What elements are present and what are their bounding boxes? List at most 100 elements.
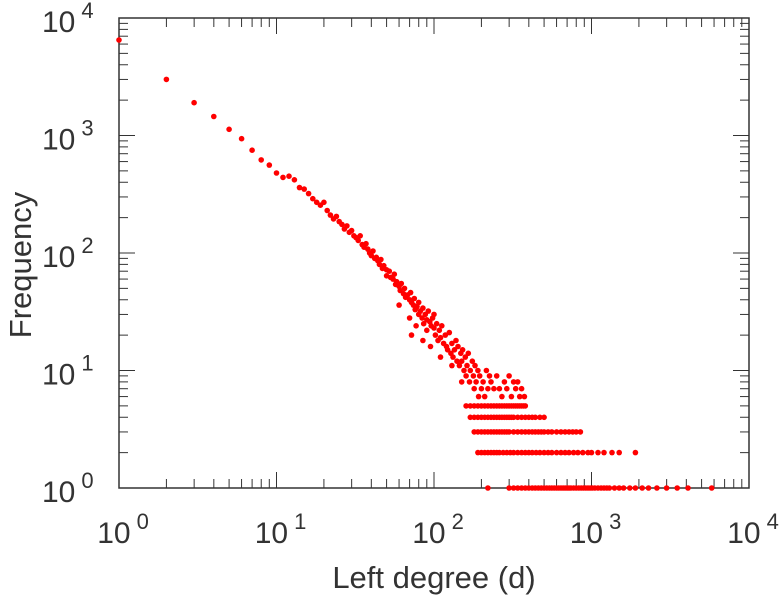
data-point: [575, 449, 581, 456]
data-point: [461, 367, 467, 374]
data-point: [407, 289, 414, 296]
data-point: [476, 373, 483, 379]
data-point: [620, 485, 627, 491]
data-point: [573, 429, 579, 435]
data-point: [454, 358, 460, 365]
data-point: [627, 485, 633, 491]
data-point: [475, 393, 482, 400]
data-point: [493, 373, 500, 379]
data-point: [562, 429, 568, 435]
data-point: [116, 37, 122, 43]
data-point: [553, 429, 560, 435]
x-tick-label-exponent: 4: [767, 509, 779, 534]
data-point: [537, 414, 543, 421]
data-point: [449, 362, 455, 369]
data-point: [310, 195, 316, 202]
data-point: [506, 429, 512, 435]
data-point: [427, 343, 434, 350]
data-point: [508, 393, 515, 400]
plot-frame: [118, 17, 750, 489]
data-point: [348, 227, 355, 234]
data-point: [436, 327, 443, 334]
data-point: [396, 302, 402, 308]
y-tick-label-exponent: 4: [81, 0, 93, 23]
y-tick-label-exponent: 2: [81, 233, 93, 258]
data-point: [439, 323, 445, 329]
data-point: [532, 414, 539, 421]
data-point: [466, 379, 473, 385]
data-point: [211, 113, 217, 120]
data-point: [601, 449, 607, 456]
data-point: [486, 373, 493, 379]
data-point: [514, 429, 521, 435]
data-point: [413, 323, 419, 329]
data-point: [537, 449, 543, 456]
data-point: [463, 373, 469, 379]
data-point: [469, 358, 476, 365]
data-point: [516, 393, 523, 400]
x-tick-label: 10 3: [570, 509, 622, 550]
y-tick-label-base: 10: [42, 241, 75, 274]
data-point: [381, 262, 387, 269]
x-tick-label-exponent: 0: [137, 509, 149, 534]
x-tick-label-base: 10: [412, 517, 445, 550]
y-tick-label-exponent: 3: [81, 116, 93, 141]
data-point: [408, 332, 415, 338]
data-point: [431, 311, 437, 318]
data-point: [432, 332, 439, 338]
data-point: [580, 449, 586, 456]
data-point: [286, 173, 292, 179]
x-tick-label-exponent: 2: [452, 509, 464, 534]
data-point: [266, 162, 273, 168]
y-tick-label-exponent: 0: [81, 468, 93, 493]
data-point: [425, 308, 432, 314]
data-point: [465, 350, 472, 357]
data-point: [558, 449, 564, 456]
data-point: [606, 485, 613, 491]
data-point: [451, 347, 458, 353]
data-point: [370, 248, 376, 254]
data-point: [510, 449, 517, 456]
data-point: [391, 271, 398, 278]
data-point: [363, 240, 369, 247]
data-point: [191, 99, 197, 106]
data-point: [291, 177, 298, 183]
data-point: [449, 340, 455, 347]
data-point: [514, 379, 521, 385]
data-point: [420, 337, 426, 344]
data-point: [401, 285, 408, 292]
data-point: [344, 223, 350, 229]
x-tick-labels: 10 0 10 1 10 2 10 3 10 4: [97, 509, 779, 550]
x-tick-label: 10 2: [412, 509, 464, 550]
data-point: [321, 199, 327, 206]
data-point: [258, 157, 265, 163]
data-point: [467, 403, 474, 409]
tick-marks: [119, 18, 749, 488]
data-point: [522, 403, 529, 409]
data-point: [521, 393, 528, 400]
data-point: [355, 237, 362, 244]
data-point: [616, 449, 622, 456]
data-point: [510, 379, 517, 385]
data-point: [708, 485, 715, 491]
data-point: [510, 429, 517, 435]
data-point: [463, 403, 469, 409]
data-point: [249, 147, 255, 153]
data-point: [488, 379, 494, 385]
data-point: [645, 485, 652, 491]
y-tick-label: 10 2: [42, 233, 94, 274]
data-point: [611, 485, 618, 491]
data-point: [566, 449, 572, 456]
data-point: [558, 429, 564, 435]
data-point: [376, 261, 383, 268]
data-point: [324, 207, 331, 214]
data-point: [471, 385, 478, 392]
data-point: [467, 367, 474, 374]
y-tick-label: 10 0: [42, 468, 94, 509]
data-point: [553, 449, 560, 456]
data-point: [238, 135, 245, 142]
data-point: [499, 393, 505, 400]
data-point: [632, 485, 639, 491]
data-point: [415, 299, 422, 306]
data-point: [456, 362, 463, 369]
